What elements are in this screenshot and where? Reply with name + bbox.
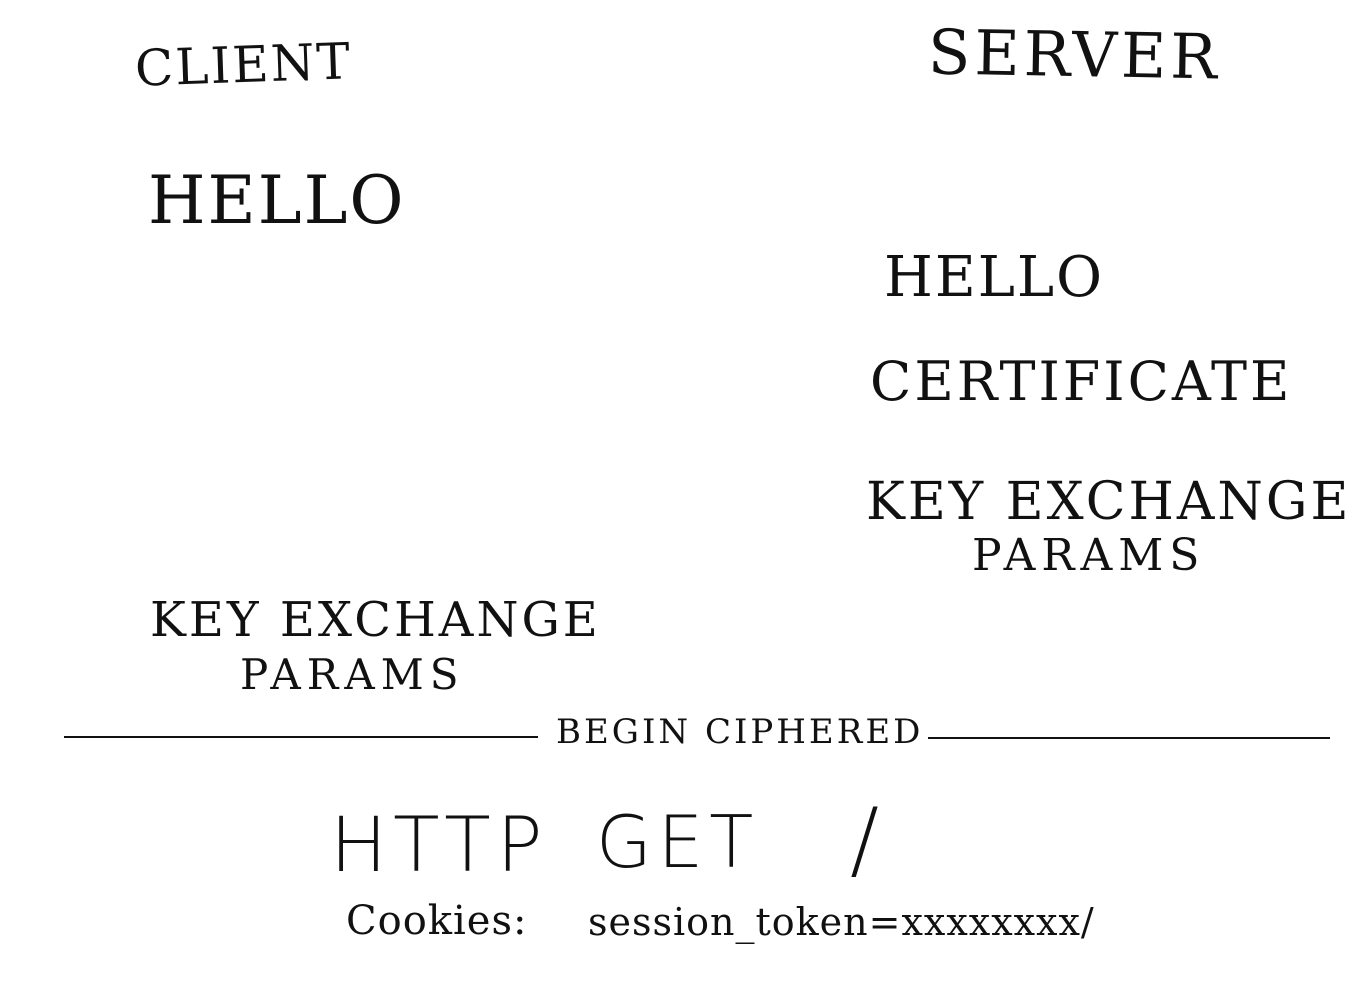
server-column-label: SERVER [927,15,1222,94]
cipher-divider-label: BEGIN CIPHERED [556,712,924,752]
cipher-divider-right-line [928,737,1330,739]
http-path-label: / [850,790,881,890]
http-protocol-label: HTTP [330,800,549,889]
cipher-divider-left-line [64,736,538,738]
server-key-exchange-params: PARAMS [972,530,1206,581]
server-key-exchange-message: KEY EXCHANGE [866,472,1352,532]
server-certificate-message: CERTIFICATE [870,350,1293,413]
client-column-label: CLIENT [134,32,353,98]
client-hello-message: HELLO [148,162,406,239]
client-key-exchange-params: PARAMS [240,650,465,699]
client-key-exchange-message: KEY EXCHANGE [150,592,601,648]
cookies-value: session_token=xxxxxxxx/ [588,900,1095,944]
http-method-label: GET [596,800,760,884]
server-hello-message: HELLO [884,245,1104,310]
cookies-label: Cookies: [346,898,528,944]
